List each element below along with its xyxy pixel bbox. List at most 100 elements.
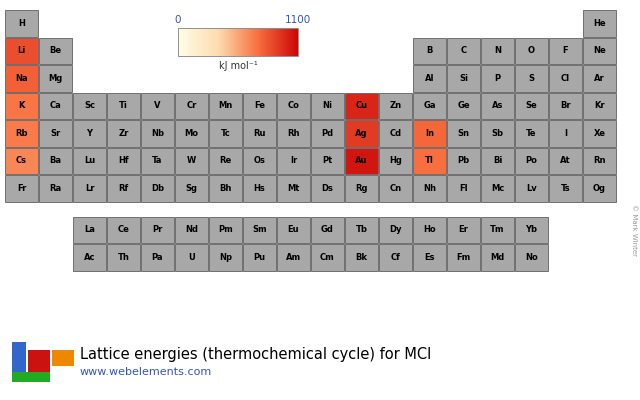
- FancyBboxPatch shape: [481, 148, 514, 174]
- FancyBboxPatch shape: [549, 175, 582, 202]
- FancyBboxPatch shape: [209, 148, 242, 174]
- Text: Be: Be: [49, 46, 61, 55]
- FancyBboxPatch shape: [413, 38, 446, 64]
- FancyBboxPatch shape: [481, 175, 514, 202]
- Text: Eu: Eu: [288, 225, 300, 234]
- FancyBboxPatch shape: [141, 148, 174, 174]
- Text: Mc: Mc: [491, 184, 504, 193]
- FancyBboxPatch shape: [515, 38, 548, 64]
- Text: Ta: Ta: [152, 156, 163, 165]
- Text: Fr: Fr: [17, 184, 26, 193]
- Text: Hs: Hs: [253, 184, 266, 193]
- Text: Cl: Cl: [561, 74, 570, 83]
- FancyBboxPatch shape: [413, 148, 446, 174]
- Text: Ti: Ti: [119, 101, 128, 110]
- FancyBboxPatch shape: [413, 92, 446, 119]
- FancyBboxPatch shape: [311, 216, 344, 243]
- FancyBboxPatch shape: [243, 120, 276, 146]
- FancyBboxPatch shape: [107, 120, 140, 146]
- Text: 1100: 1100: [285, 15, 311, 25]
- FancyBboxPatch shape: [447, 38, 480, 64]
- FancyBboxPatch shape: [447, 148, 480, 174]
- Text: Co: Co: [287, 101, 300, 110]
- Text: Cf: Cf: [390, 253, 401, 262]
- Text: Pd: Pd: [321, 129, 333, 138]
- Text: Ru: Ru: [253, 129, 266, 138]
- FancyBboxPatch shape: [39, 120, 72, 146]
- FancyBboxPatch shape: [549, 120, 582, 146]
- Text: Ac: Ac: [84, 253, 95, 262]
- Text: Na: Na: [15, 74, 28, 83]
- Text: Ar: Ar: [594, 74, 605, 83]
- Text: Np: Np: [219, 253, 232, 262]
- FancyBboxPatch shape: [5, 120, 38, 146]
- FancyBboxPatch shape: [379, 244, 412, 270]
- Text: Ag: Ag: [355, 129, 368, 138]
- FancyBboxPatch shape: [515, 244, 548, 270]
- Text: Al: Al: [425, 74, 435, 83]
- FancyBboxPatch shape: [447, 65, 480, 92]
- Text: Pm: Pm: [218, 225, 233, 234]
- Text: Ho: Ho: [423, 225, 436, 234]
- FancyBboxPatch shape: [5, 10, 38, 36]
- Text: Cu: Cu: [355, 101, 367, 110]
- Text: Fl: Fl: [459, 184, 468, 193]
- Text: Si: Si: [459, 74, 468, 83]
- Text: Li: Li: [17, 46, 26, 55]
- Text: Re: Re: [220, 156, 232, 165]
- FancyBboxPatch shape: [345, 120, 378, 146]
- Text: Bi: Bi: [493, 156, 502, 165]
- Text: Pa: Pa: [152, 253, 163, 262]
- Text: Fm: Fm: [456, 253, 470, 262]
- Text: Te: Te: [526, 129, 537, 138]
- FancyBboxPatch shape: [481, 216, 514, 243]
- FancyBboxPatch shape: [5, 148, 38, 174]
- Text: Es: Es: [424, 253, 435, 262]
- Text: Lr: Lr: [84, 184, 94, 193]
- Text: Y: Y: [86, 129, 93, 138]
- FancyBboxPatch shape: [5, 65, 38, 92]
- Text: Og: Og: [593, 184, 606, 193]
- Text: Bk: Bk: [355, 253, 367, 262]
- FancyBboxPatch shape: [583, 175, 616, 202]
- Text: Sc: Sc: [84, 101, 95, 110]
- FancyBboxPatch shape: [5, 92, 38, 119]
- Text: Mg: Mg: [49, 74, 63, 83]
- Text: In: In: [425, 129, 434, 138]
- FancyBboxPatch shape: [515, 120, 548, 146]
- FancyBboxPatch shape: [515, 92, 548, 119]
- FancyBboxPatch shape: [243, 216, 276, 243]
- FancyBboxPatch shape: [39, 65, 72, 92]
- FancyBboxPatch shape: [141, 92, 174, 119]
- Text: N: N: [494, 46, 501, 55]
- Text: S: S: [529, 74, 534, 83]
- Text: Db: Db: [151, 184, 164, 193]
- FancyBboxPatch shape: [311, 120, 344, 146]
- FancyBboxPatch shape: [209, 216, 242, 243]
- Text: K: K: [19, 101, 25, 110]
- FancyBboxPatch shape: [73, 120, 106, 146]
- FancyBboxPatch shape: [481, 92, 514, 119]
- Text: Zn: Zn: [389, 101, 401, 110]
- FancyBboxPatch shape: [413, 216, 446, 243]
- FancyBboxPatch shape: [549, 148, 582, 174]
- FancyBboxPatch shape: [73, 92, 106, 119]
- Text: Br: Br: [560, 101, 571, 110]
- FancyBboxPatch shape: [209, 92, 242, 119]
- Text: Yb: Yb: [525, 225, 538, 234]
- Text: Nb: Nb: [151, 129, 164, 138]
- Text: Pu: Pu: [253, 253, 266, 262]
- Text: Hg: Hg: [389, 156, 402, 165]
- Text: www.webelements.com: www.webelements.com: [80, 367, 212, 377]
- FancyBboxPatch shape: [447, 244, 480, 270]
- Text: Fe: Fe: [254, 101, 265, 110]
- FancyBboxPatch shape: [107, 148, 140, 174]
- Text: B: B: [426, 46, 433, 55]
- FancyBboxPatch shape: [345, 244, 378, 270]
- Text: Lv: Lv: [526, 184, 537, 193]
- Text: Tm: Tm: [490, 225, 505, 234]
- FancyBboxPatch shape: [141, 244, 174, 270]
- FancyBboxPatch shape: [175, 216, 208, 243]
- FancyBboxPatch shape: [447, 175, 480, 202]
- Text: Bh: Bh: [220, 184, 232, 193]
